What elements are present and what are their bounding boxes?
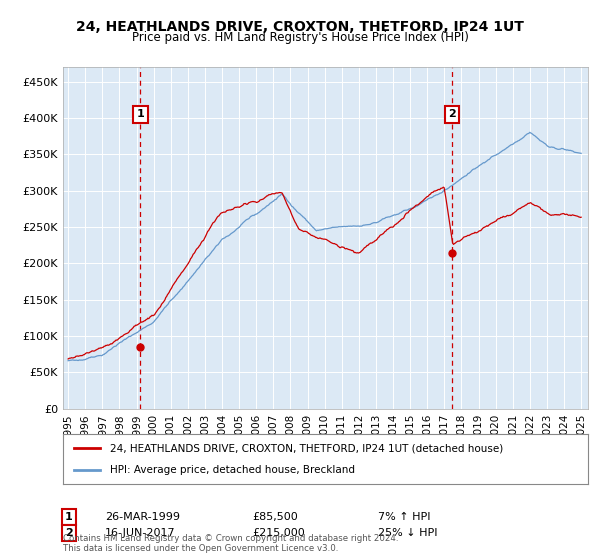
Text: 24, HEATHLANDS DRIVE, CROXTON, THETFORD, IP24 1UT (detached house): 24, HEATHLANDS DRIVE, CROXTON, THETFORD,… — [110, 443, 503, 453]
Text: £85,500: £85,500 — [252, 512, 298, 522]
Text: 24, HEATHLANDS DRIVE, CROXTON, THETFORD, IP24 1UT: 24, HEATHLANDS DRIVE, CROXTON, THETFORD,… — [76, 20, 524, 34]
Text: 2: 2 — [65, 528, 73, 538]
Text: 16-JUN-2017: 16-JUN-2017 — [105, 528, 176, 538]
Text: HPI: Average price, detached house, Breckland: HPI: Average price, detached house, Brec… — [110, 465, 355, 475]
Text: 2: 2 — [448, 109, 456, 119]
Text: 1: 1 — [137, 109, 145, 119]
Text: 26-MAR-1999: 26-MAR-1999 — [105, 512, 180, 522]
Text: Contains HM Land Registry data © Crown copyright and database right 2024.
This d: Contains HM Land Registry data © Crown c… — [63, 534, 398, 553]
Text: 1: 1 — [65, 512, 73, 522]
Text: 7% ↑ HPI: 7% ↑ HPI — [378, 512, 431, 522]
Text: Price paid vs. HM Land Registry's House Price Index (HPI): Price paid vs. HM Land Registry's House … — [131, 31, 469, 44]
Text: £215,000: £215,000 — [252, 528, 305, 538]
Text: 25% ↓ HPI: 25% ↓ HPI — [378, 528, 437, 538]
